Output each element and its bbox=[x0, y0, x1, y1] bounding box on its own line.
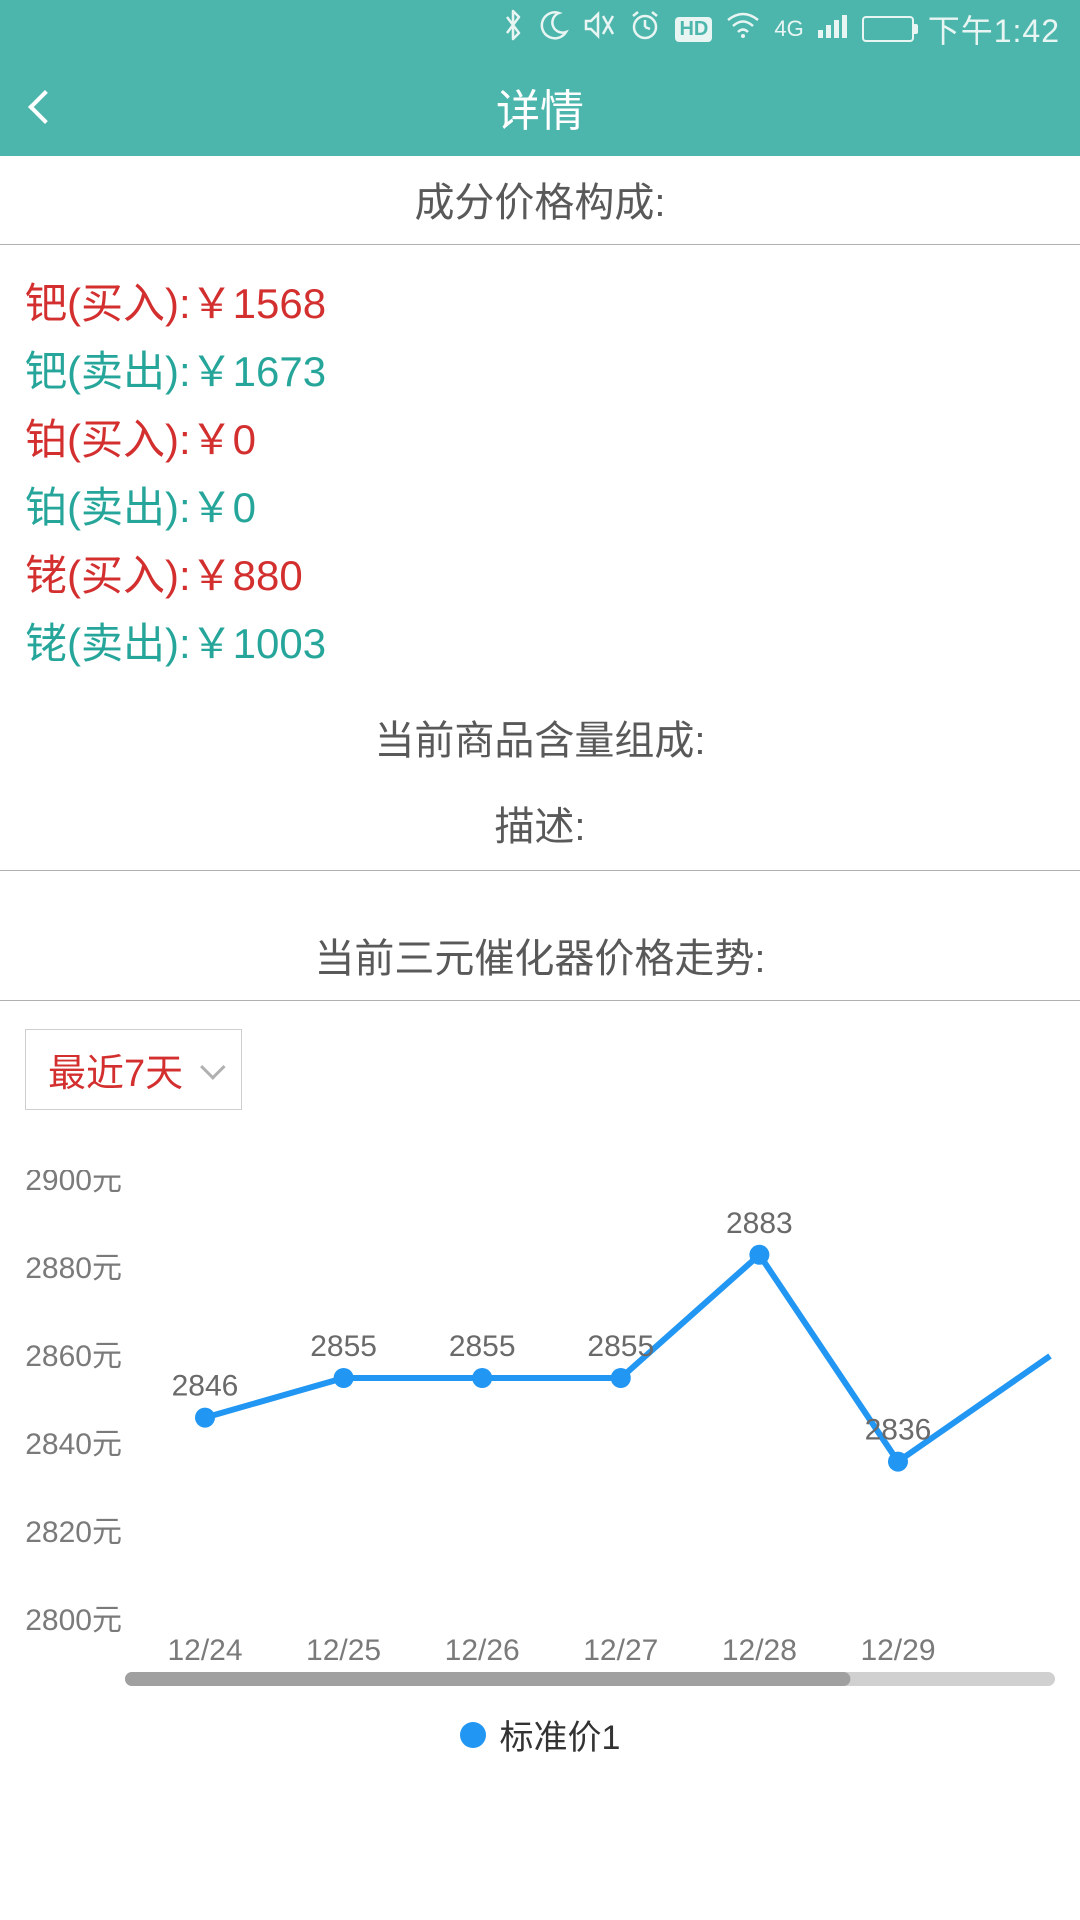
pt-sell-row: 铂(卖出):￥0 bbox=[25, 474, 1055, 542]
mute-icon bbox=[583, 10, 615, 48]
pd-sell-label: 钯(卖出): bbox=[25, 348, 191, 395]
trend-section-title: 当前三元催化器价格走势: bbox=[0, 871, 1080, 1001]
svg-text:2846: 2846 bbox=[172, 1370, 239, 1403]
date-range-selected: 最近7天 bbox=[48, 1042, 183, 1097]
wifi-icon bbox=[726, 12, 760, 46]
content-composition-title: 当前商品含量组成: bbox=[0, 698, 1080, 784]
pt-sell-label: 铂(卖出): bbox=[25, 484, 191, 531]
pt-buy-value: ￥0 bbox=[191, 416, 256, 463]
battery-icon bbox=[862, 16, 914, 42]
chevron-left-icon bbox=[28, 90, 62, 124]
svg-text:2883: 2883 bbox=[726, 1207, 793, 1240]
chart-svg: 2900元 2880元 2860元 2840元 2820元 2800元 12/24 12/25… bbox=[10, 1170, 1070, 1690]
chevron-down-icon bbox=[200, 1054, 225, 1079]
svg-text:2836: 2836 bbox=[865, 1414, 932, 1447]
moon-icon bbox=[539, 10, 569, 48]
date-range-dropdown[interactable]: 最近7天 bbox=[25, 1029, 242, 1110]
svg-text:2855: 2855 bbox=[587, 1330, 654, 1363]
svg-text:2820元: 2820元 bbox=[25, 1516, 122, 1549]
rh-sell-label: 铑(卖出): bbox=[25, 620, 191, 667]
svg-text:2855: 2855 bbox=[449, 1330, 516, 1363]
back-button[interactable] bbox=[30, 82, 60, 132]
page-title: 详情 bbox=[0, 75, 1080, 139]
rh-buy-row: 铑(买入):￥880 bbox=[25, 542, 1055, 610]
nav-bar: 详情 bbox=[0, 58, 1080, 156]
pt-sell-value: ￥0 bbox=[191, 484, 256, 531]
signal-icon bbox=[818, 12, 848, 46]
svg-text:2855: 2855 bbox=[310, 1330, 377, 1363]
price-list: 钯(买入):￥1568 钯(卖出):￥1673 铂(买入):￥0 铂(卖出):￥… bbox=[0, 245, 1080, 698]
price-trend-chart: 2900元 2880元 2860元 2840元 2820元 2800元 12/24 12/25… bbox=[0, 1120, 1080, 1690]
alarm-icon bbox=[629, 9, 661, 49]
pt-buy-row: 铂(买入):￥0 bbox=[25, 406, 1055, 474]
svg-text:12/25: 12/25 bbox=[306, 1634, 381, 1667]
rh-buy-value: ￥880 bbox=[191, 552, 303, 599]
hd-icon: HD bbox=[675, 17, 712, 42]
pd-buy-label: 钯(买入): bbox=[25, 280, 191, 327]
network-label: 4G bbox=[774, 16, 803, 42]
svg-text:2880元: 2880元 bbox=[25, 1252, 122, 1285]
status-time: 下午1:42 bbox=[928, 6, 1060, 52]
svg-text:2860元: 2860元 bbox=[25, 1340, 122, 1373]
svg-text:12/27: 12/27 bbox=[583, 1634, 658, 1667]
pd-sell-row: 钯(卖出):￥1673 bbox=[25, 338, 1055, 406]
pd-buy-value: ￥1568 bbox=[191, 280, 326, 327]
chart-legend: 标准价1 bbox=[0, 1690, 1080, 1759]
svg-text:12/26: 12/26 bbox=[445, 1634, 520, 1667]
svg-text:12/28: 12/28 bbox=[722, 1634, 797, 1667]
composition-section-title: 成分价格构成: bbox=[0, 156, 1080, 245]
pd-buy-row: 钯(买入):￥1568 bbox=[25, 270, 1055, 338]
status-bar: HD 4G 下午1:42 bbox=[0, 0, 1080, 58]
svg-text:2900元: 2900元 bbox=[25, 1170, 122, 1197]
rh-buy-label: 铑(买入): bbox=[25, 552, 191, 599]
legend-marker-icon bbox=[460, 1722, 486, 1748]
svg-text:2800元: 2800元 bbox=[25, 1604, 122, 1637]
pt-buy-label: 铂(买入): bbox=[25, 416, 191, 463]
pd-sell-value: ￥1673 bbox=[191, 348, 326, 395]
rh-sell-row: 铑(卖出):￥1003 bbox=[25, 610, 1055, 678]
svg-text:12/29: 12/29 bbox=[860, 1634, 935, 1667]
svg-text:12/24: 12/24 bbox=[167, 1634, 242, 1667]
status-icons: HD 4G 下午1:42 bbox=[501, 6, 1060, 52]
rh-sell-value: ￥1003 bbox=[191, 620, 326, 667]
description-label: 描述: bbox=[0, 784, 1080, 870]
svg-text:2840元: 2840元 bbox=[25, 1428, 122, 1461]
legend-label: 标准价1 bbox=[500, 1710, 621, 1759]
bluetooth-icon bbox=[501, 9, 525, 49]
